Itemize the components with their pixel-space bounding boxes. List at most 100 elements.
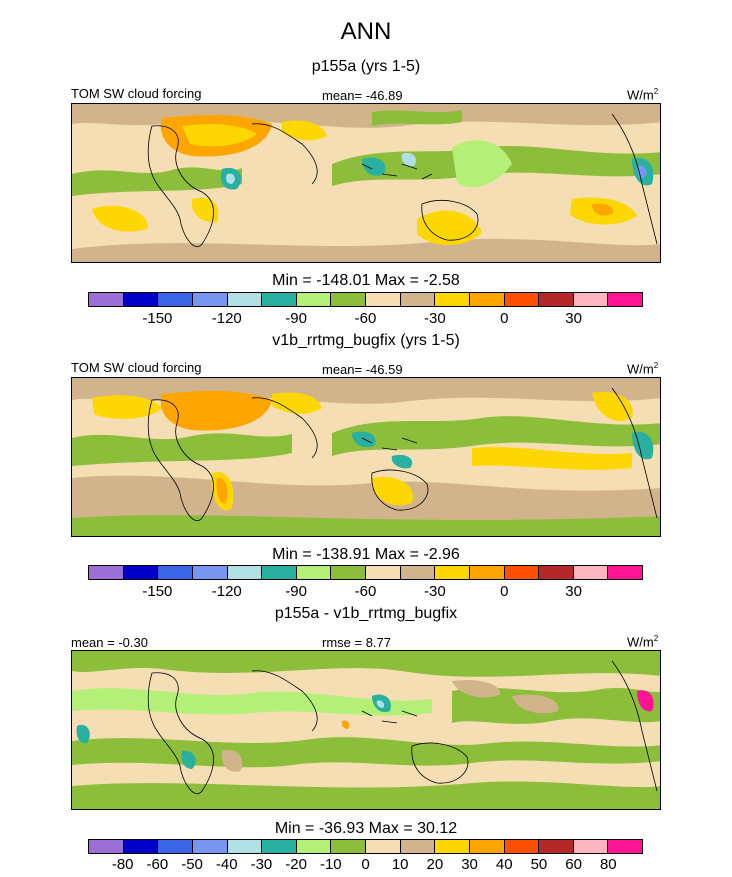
colorbar-swatch — [504, 566, 540, 579]
colorbar-tick-label: 0 — [500, 310, 509, 327]
colorbar-swatch — [192, 566, 228, 579]
colorbar-tick-label: -30 — [424, 583, 446, 600]
colorbar-tick-label: 30 — [461, 856, 478, 873]
panel-1-map — [71, 103, 661, 263]
colorbar-tick-label: -60 — [146, 856, 169, 873]
colorbar-tick-label: 10 — [391, 856, 409, 873]
colorbar-swatch — [366, 566, 401, 579]
colorbar-swatch — [400, 566, 436, 579]
colorbar-swatch — [469, 293, 505, 306]
panel-2-minmax: Min = -138.91 Max = -2.96 — [272, 546, 460, 563]
colorbar-swatch — [608, 840, 642, 853]
panel-3-units: W/m2 — [627, 634, 659, 650]
colorbar-swatch — [539, 840, 574, 853]
colorbar-swatch — [400, 293, 436, 306]
colorbar-tick-label: 0 — [500, 583, 509, 600]
colorbar-tick-label: 60 — [565, 856, 582, 873]
colorbar-swatch — [123, 566, 159, 579]
colorbar-tick-label: -60 — [354, 583, 377, 600]
colorbar-swatch — [435, 293, 470, 306]
panel-3-colorbar — [88, 839, 643, 854]
colorbar-tick-label: 20 — [426, 856, 444, 873]
colorbar-swatch — [296, 293, 332, 306]
colorbar-swatch — [539, 566, 574, 579]
colorbar-swatch — [331, 566, 366, 579]
colorbar-swatch — [366, 293, 401, 306]
panel-3-colorbar-ticks: -80 -60 -50 -40 -30 -20 -10 0 10 20 30 40 50 60 80 — [88, 856, 643, 876]
colorbar-swatch — [89, 840, 124, 853]
panel-1-minmax: Min = -148.01 Max = -2.58 — [272, 272, 460, 289]
colorbar-swatch — [123, 840, 159, 853]
colorbar-tick-label: -30 — [424, 310, 446, 327]
colorbar-tick-label: -90 — [285, 583, 307, 600]
colorbar-swatch — [123, 293, 159, 306]
colorbar-swatch — [469, 566, 505, 579]
colorbar-tick-label: -90 — [285, 310, 307, 327]
colorbar-swatch — [158, 293, 193, 306]
colorbar-tick-label: -30 — [250, 856, 273, 873]
colorbar-swatch — [435, 566, 470, 579]
panel-1-mean-label: mean= -46.89 — [322, 88, 403, 103]
colorbar-swatch — [227, 293, 263, 306]
colorbar-swatch — [296, 840, 332, 853]
colorbar-tick-label: -120 — [211, 583, 242, 600]
colorbar-tick-label: -150 — [142, 583, 173, 600]
panel-1-units: W/m2 — [627, 87, 659, 103]
panel-2-map — [71, 377, 661, 537]
panel-1-colorbar-ticks: -150 -120 -90 -60 -30 0 30 — [88, 310, 643, 330]
colorbar-swatch — [262, 293, 297, 306]
panel-2-colorbar-ticks: -150 -120 -90 -60 -30 0 30 — [88, 583, 643, 603]
panel-1-variable-label: TOM SW cloud forcing — [71, 86, 202, 101]
season-title: ANN — [340, 18, 392, 45]
colorbar-swatch — [262, 566, 297, 579]
panel-3-subtitle: p155a - v1b_rrtmg_bugfix — [274, 605, 458, 622]
colorbar-tick-label: 50 — [530, 856, 548, 873]
colorbar-swatch — [573, 293, 609, 306]
colorbar-swatch — [504, 293, 540, 306]
colorbar-swatch — [504, 840, 540, 853]
colorbar-swatch — [89, 293, 124, 306]
colorbar-tick-label: -40 — [215, 856, 238, 873]
colorbar-tick-label: 40 — [495, 856, 513, 873]
colorbar-swatch — [227, 840, 263, 853]
panel-1-colorbar — [88, 292, 643, 307]
panel-3-minmax: Min = -36.93 Max = 30.12 — [274, 820, 458, 837]
panel-3-mean-label: mean = -0.30 — [71, 635, 148, 650]
colorbar-tick-label: 80 — [599, 856, 617, 873]
colorbar-swatch — [608, 293, 642, 306]
colorbar-swatch — [89, 566, 124, 579]
colorbar-swatch — [573, 840, 609, 853]
colorbar-swatch — [366, 840, 401, 853]
panel-3-rmse-label: rmse = 8.77 — [322, 635, 392, 650]
colorbar-swatch — [296, 566, 332, 579]
colorbar-tick-label: -80 — [111, 856, 134, 873]
colorbar-tick-label: -60 — [354, 310, 377, 327]
colorbar-swatch — [227, 566, 263, 579]
colorbar-tick-label: -10 — [319, 856, 342, 873]
colorbar-swatch — [331, 293, 366, 306]
colorbar-swatch — [192, 840, 228, 853]
colorbar-swatch — [158, 840, 193, 853]
colorbar-swatch — [435, 840, 470, 853]
panel-2-subtitle: v1b_rrtmg_bugfix (yrs 1-5) — [272, 332, 460, 349]
colorbar-tick-label: -50 — [181, 856, 203, 873]
panel-2-mean-label: mean= -46.59 — [322, 362, 403, 377]
panel-2-colorbar — [88, 565, 643, 580]
colorbar-tick-label: -150 — [142, 310, 173, 327]
colorbar-tick-label: -20 — [285, 856, 307, 873]
panel-2-units: W/m2 — [627, 361, 659, 377]
colorbar-tick-label: -120 — [211, 310, 242, 327]
panel-1-subtitle: p155a (yrs 1-5) — [311, 58, 421, 75]
colorbar-swatch — [262, 840, 297, 853]
colorbar-tick-label: 30 — [565, 583, 582, 600]
colorbar-tick-label: 0 — [361, 856, 370, 873]
panel-2-variable-label: TOM SW cloud forcing — [71, 360, 202, 375]
colorbar-swatch — [158, 566, 193, 579]
colorbar-swatch — [400, 840, 436, 853]
colorbar-swatch — [469, 840, 505, 853]
colorbar-tick-label: 30 — [565, 310, 582, 327]
colorbar-swatch — [192, 293, 228, 306]
colorbar-swatch — [331, 840, 366, 853]
panel-3-map — [71, 650, 661, 810]
colorbar-swatch — [608, 566, 642, 579]
